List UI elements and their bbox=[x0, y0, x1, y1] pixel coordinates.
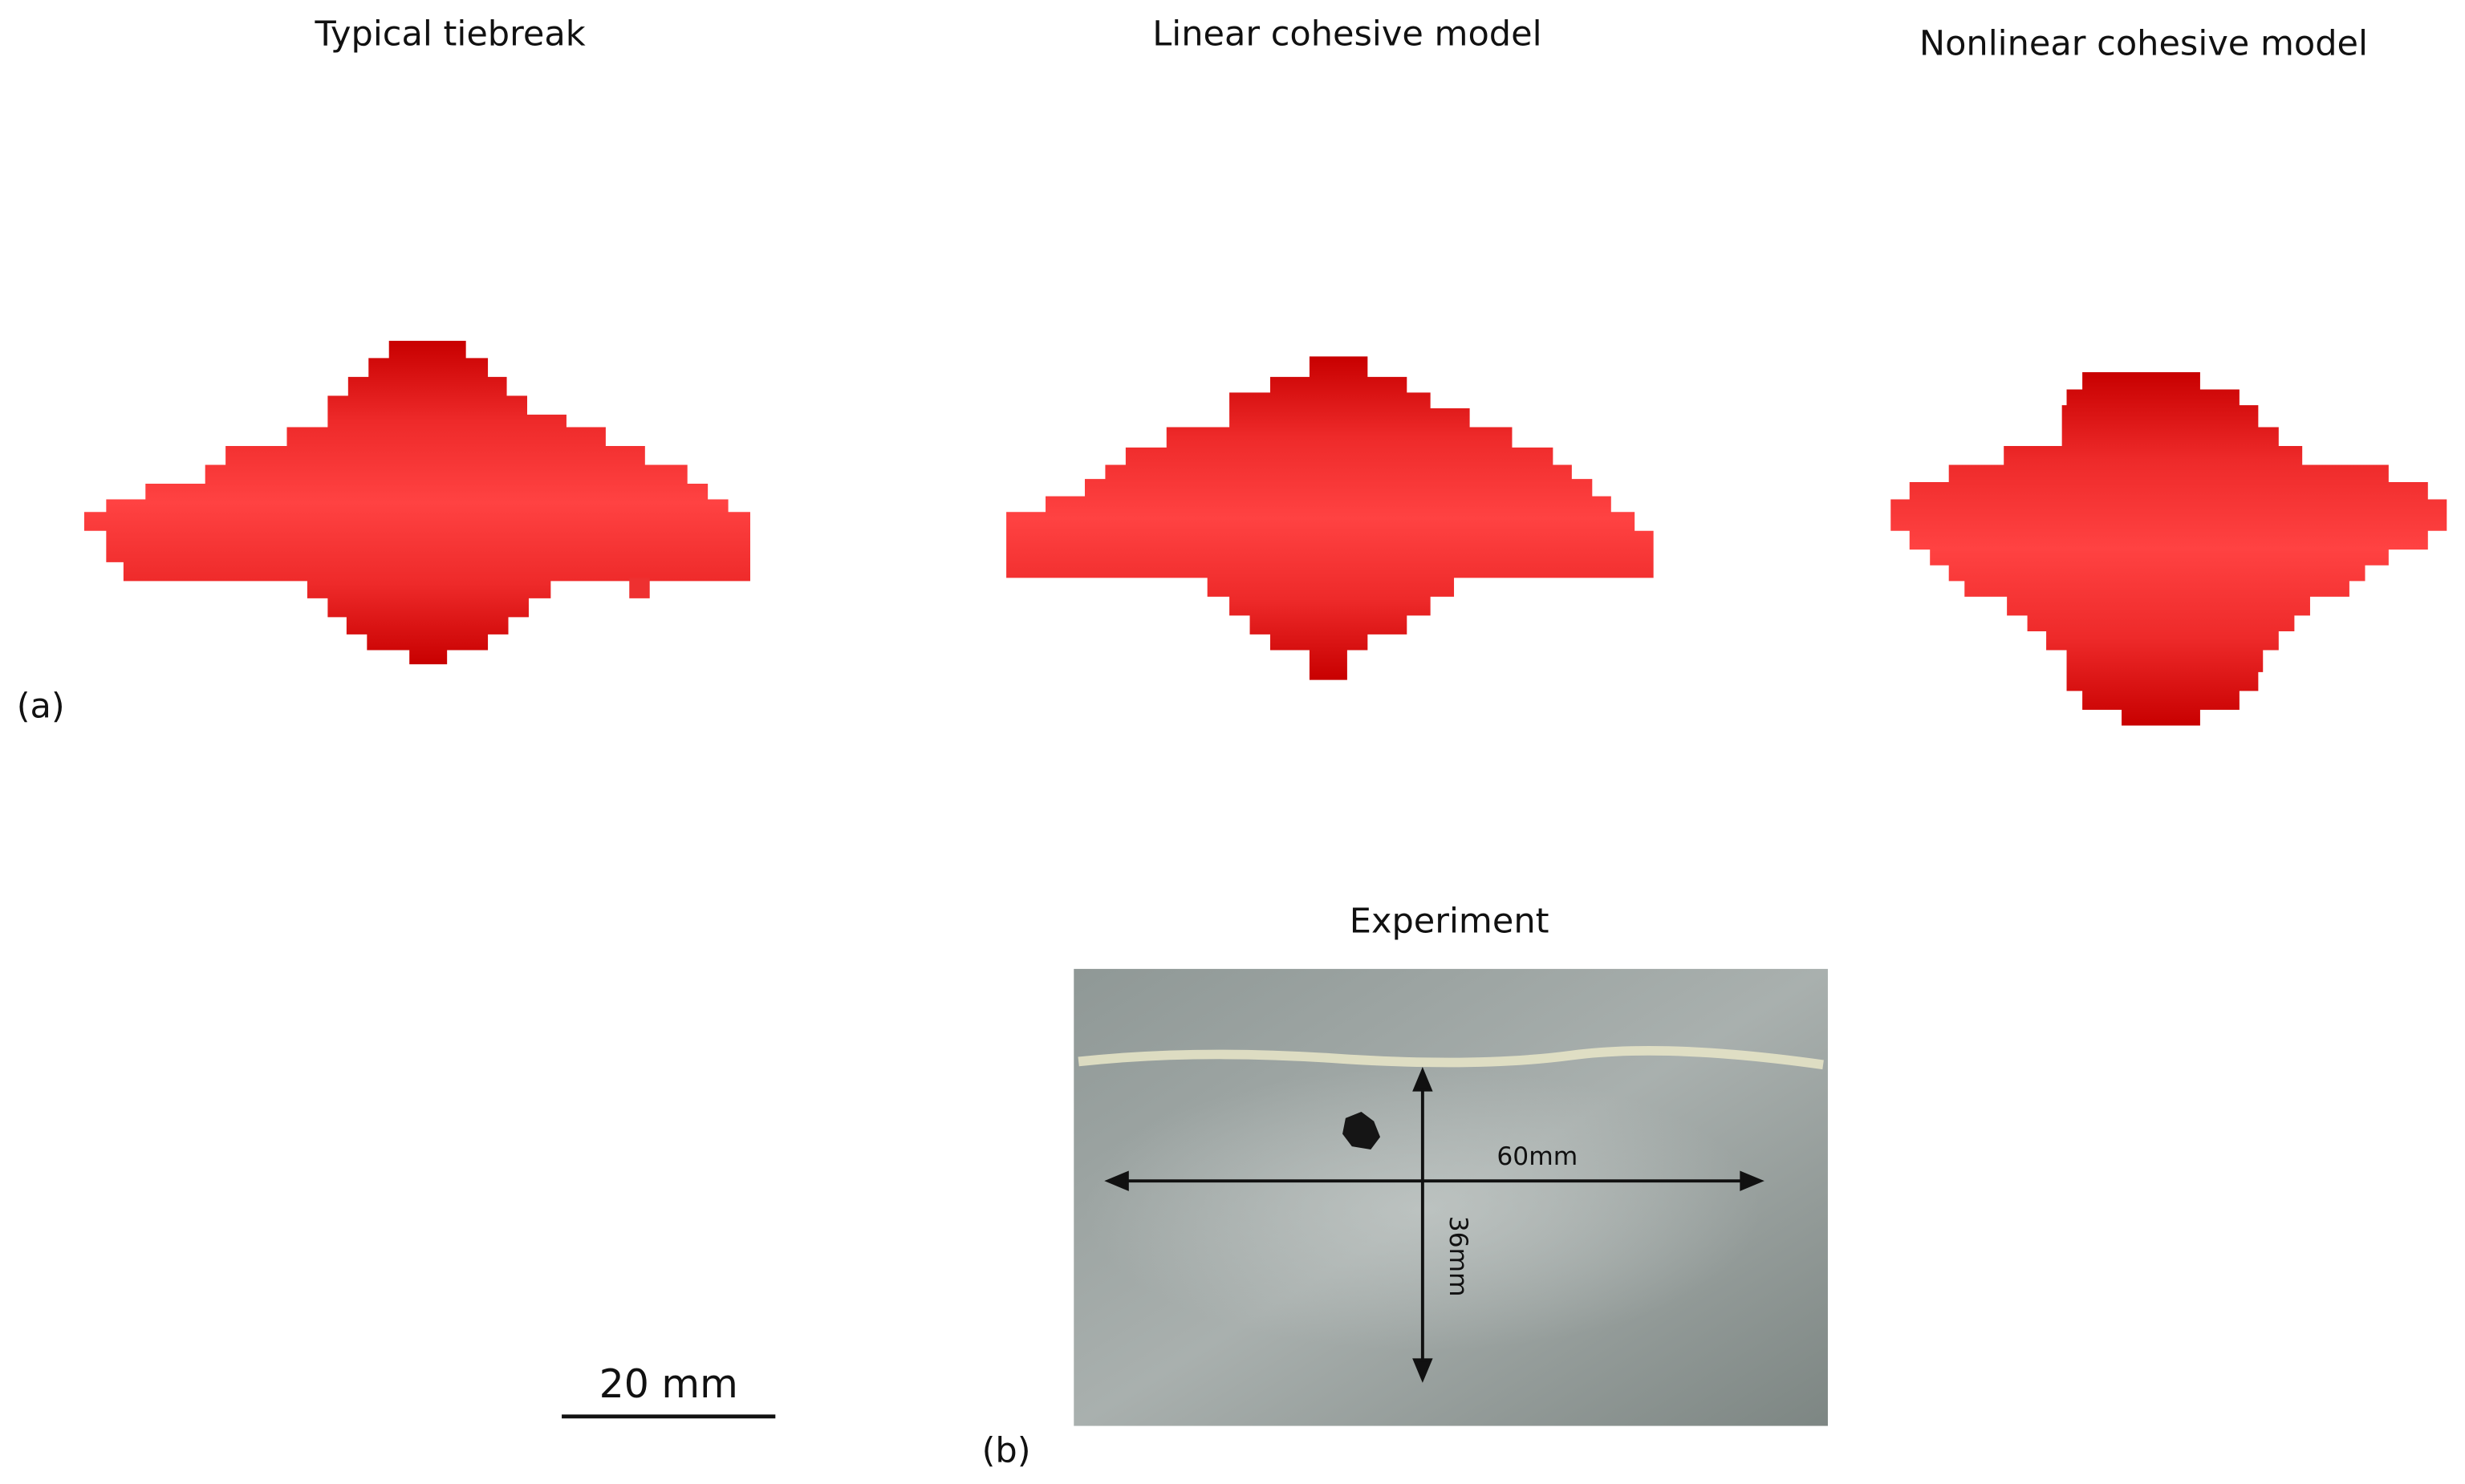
delamination-shapes bbox=[83, 340, 2447, 726]
bright-seam bbox=[1078, 1046, 1824, 1070]
panel-label: (b) bbox=[982, 1430, 1031, 1470]
scale-bar-label: 20 mm bbox=[599, 1361, 738, 1407]
damage-shape bbox=[1006, 356, 1654, 680]
panel-label: (a) bbox=[17, 686, 65, 726]
dimension-arrows bbox=[1104, 1067, 1764, 1383]
panel-title: Linear cohesive model bbox=[1152, 14, 1541, 55]
damage-shape bbox=[83, 340, 750, 665]
panel-title: Typical tiebreak bbox=[314, 14, 585, 55]
panel-title: Experiment bbox=[1350, 902, 1549, 942]
dimension-label: 60mm bbox=[1496, 1142, 1578, 1171]
impact-mark bbox=[1342, 1112, 1381, 1150]
dimension-label: 36mm bbox=[1444, 1216, 1472, 1297]
damage-shape bbox=[1890, 371, 2447, 726]
experiment-photo: 60mm 36mm bbox=[1074, 968, 1828, 1426]
damage-shape bbox=[629, 578, 650, 598]
panel-title: Nonlinear cohesive model bbox=[1919, 23, 2368, 63]
